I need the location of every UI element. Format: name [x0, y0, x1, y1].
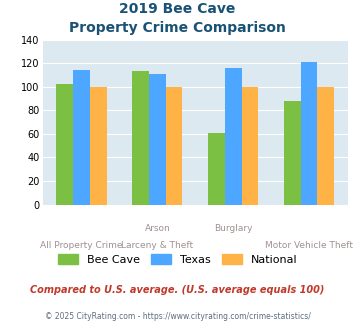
- Text: © 2025 CityRating.com - https://www.cityrating.com/crime-statistics/: © 2025 CityRating.com - https://www.city…: [45, 312, 310, 321]
- Bar: [56, 84, 73, 205]
- Text: Compared to U.S. average. (U.S. average equals 100): Compared to U.S. average. (U.S. average …: [30, 285, 325, 295]
- Text: Larceny & Theft: Larceny & Theft: [121, 241, 193, 250]
- Bar: [90, 87, 106, 205]
- Text: Property Crime Comparison: Property Crime Comparison: [69, 21, 286, 35]
- Bar: [284, 101, 301, 205]
- Text: All Property Crime: All Property Crime: [40, 241, 123, 250]
- Bar: [149, 74, 166, 205]
- Bar: [225, 68, 241, 205]
- Bar: [317, 87, 334, 205]
- Text: Arson: Arson: [144, 224, 170, 233]
- Text: Burglary: Burglary: [214, 224, 252, 233]
- Bar: [132, 71, 149, 205]
- Text: Motor Vehicle Theft: Motor Vehicle Theft: [265, 241, 353, 250]
- Bar: [301, 62, 317, 205]
- Bar: [208, 133, 225, 205]
- Bar: [166, 87, 182, 205]
- Bar: [73, 70, 90, 205]
- Legend: Bee Cave, Texas, National: Bee Cave, Texas, National: [53, 250, 302, 269]
- Bar: [241, 87, 258, 205]
- Text: 2019 Bee Cave: 2019 Bee Cave: [119, 2, 236, 16]
